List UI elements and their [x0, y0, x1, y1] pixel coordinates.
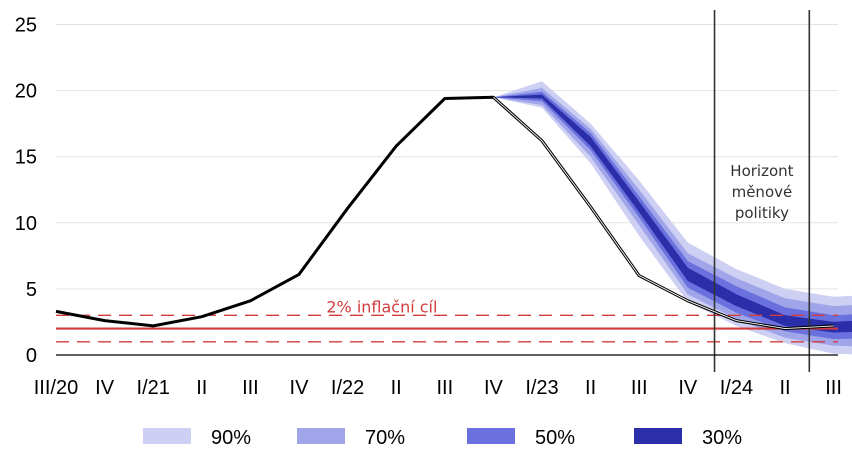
x-tick-label: III — [436, 377, 453, 399]
confidence-bands — [493, 81, 852, 355]
grid-lines — [56, 24, 838, 290]
x-tick-label: IV — [290, 377, 310, 399]
horizon-label-line: měnové — [732, 183, 793, 201]
y-tick-label: 15 — [15, 147, 37, 169]
x-tick-label: III/20 — [34, 377, 78, 399]
x-tick-label: II — [391, 377, 402, 399]
horizon-label-line: Horizont — [730, 162, 793, 180]
horizon-label-line: politiky — [735, 204, 789, 222]
legend-swatch-90 — [143, 428, 191, 444]
horizon-label: Horizont měnové politiky — [730, 162, 793, 222]
legend-label: 50% — [535, 427, 575, 449]
band-90 — [493, 81, 852, 355]
x-tick-label: IV — [484, 377, 504, 399]
y-tick-label: 10 — [15, 213, 37, 235]
x-tick-label: II — [779, 377, 790, 399]
x-tick-label: II — [585, 377, 596, 399]
legend-swatch-30 — [634, 428, 682, 444]
legend-label: 70% — [365, 427, 405, 449]
y-tick-label: 25 — [15, 15, 37, 37]
forecast-center-line — [493, 96, 834, 330]
x-tick-label: I/22 — [331, 377, 364, 399]
band-70 — [493, 88, 852, 347]
legend-swatch-70 — [297, 428, 345, 444]
y-axis-ticks: 0 5 10 15 20 25 — [15, 15, 37, 368]
legend-label: 90% — [211, 427, 251, 449]
target-label: 2% inflační cíl — [326, 297, 437, 316]
x-axis-ticks: III/20 IV I/21 II III IV I/22 II III IV I/23 II III I… — [34, 377, 842, 399]
x-tick-label: III — [825, 377, 842, 399]
inflation-target-lines — [56, 314, 838, 343]
legend-label: 30% — [702, 427, 742, 449]
x-tick-label: IV — [95, 377, 115, 399]
y-tick-label: 5 — [26, 279, 37, 301]
x-tick-label: I/24 — [720, 377, 753, 399]
y-tick-label: 20 — [15, 81, 37, 103]
x-tick-label: III — [631, 377, 648, 399]
x-tick-label: IV — [678, 377, 698, 399]
x-tick-label: III — [242, 377, 259, 399]
x-tick-label: II — [196, 377, 207, 399]
legend-swatch-50 — [467, 428, 515, 444]
x-tick-label: I/23 — [525, 377, 558, 399]
x-tick-label: I/21 — [137, 377, 170, 399]
y-tick-label: 0 — [26, 345, 37, 367]
band-50 — [493, 91, 852, 340]
legend: 90% 70% 50% 30% — [143, 427, 742, 449]
